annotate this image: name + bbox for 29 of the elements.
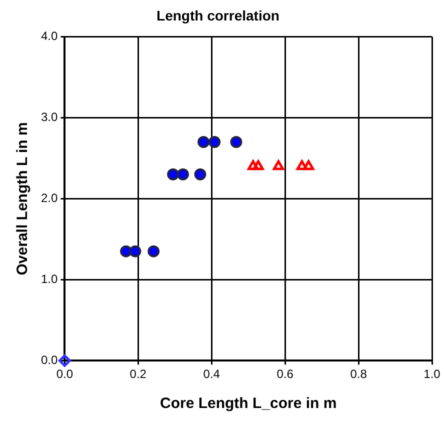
point: [176, 168, 189, 180]
point: [230, 136, 242, 148]
x-tick-label: 0.0: [56, 367, 74, 382]
point: [252, 160, 264, 170]
point: [194, 168, 206, 180]
point: [303, 160, 314, 170]
point: [58, 354, 71, 367]
point: [208, 136, 221, 148]
y-tick-label: 4.0: [40, 29, 58, 44]
x-tick-label: 0.4: [203, 367, 220, 382]
point: [167, 168, 180, 180]
x-tick-label: 1.0: [424, 367, 441, 382]
x-axis-title: Core Length L_core in m: [160, 395, 337, 412]
x-tick-label: 0.8: [350, 367, 368, 382]
point: [148, 245, 160, 258]
x-tick-label: 0.2: [130, 367, 147, 382]
point: [198, 136, 210, 148]
y-tick-label: 0.0: [40, 352, 58, 367]
y-tick-label: 1.0: [40, 272, 58, 286]
y-axis-title: Overall Length L in m: [14, 122, 32, 276]
y-tick-label: 3.0: [40, 110, 58, 124]
point: [129, 245, 142, 258]
point: [296, 160, 308, 170]
point: [272, 160, 284, 170]
y-tick-label: 2.0: [40, 191, 58, 206]
point: [120, 245, 132, 258]
point: [248, 160, 259, 170]
chart-title: Length correlation: [156, 7, 280, 24]
x-tick-label: 0.6: [276, 367, 294, 382]
